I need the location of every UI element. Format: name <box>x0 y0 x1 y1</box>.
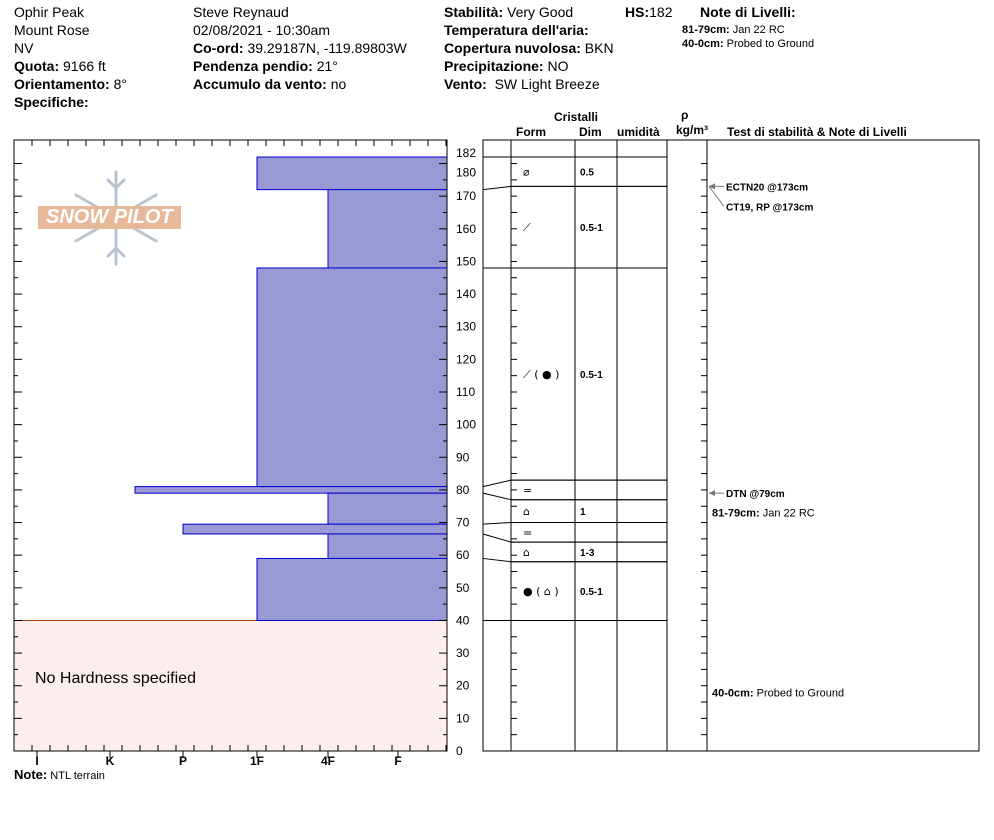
col-tests: Test di stabilità & Note di Livelli <box>727 125 907 139</box>
layer-note-entry: 40-0cm: Probed to Ground <box>712 687 844 699</box>
hardness-tick-label: 4F <box>321 754 335 768</box>
snow-height: HS:182 <box>625 4 673 20</box>
air-temp: Temperatura dell'aria: <box>444 22 589 38</box>
coordinates: Co-ord: 39.29187N, -119.89803W <box>193 40 407 56</box>
grain-size: 1-3 <box>580 548 595 559</box>
hardness-layer-bar <box>327 533 448 559</box>
layer-connector <box>482 522 512 525</box>
hardness-layer-bar <box>327 492 448 525</box>
grain-size: 0.5-1 <box>580 370 603 381</box>
wind: Vento: SW Light Breeze <box>444 76 600 92</box>
no-hardness-region <box>14 620 447 751</box>
elevation: Quota: 9166 ft <box>14 58 106 74</box>
grain-size: 0.5-1 <box>580 223 603 234</box>
grain-form: = <box>523 526 532 539</box>
cloud-cover: Copertura nuvolosa: BKN <box>444 40 614 56</box>
col-moisture: umidità <box>617 125 660 139</box>
layer-note: 40-0cm: Probed to Ground <box>682 38 815 50</box>
stability-test-label: CT19, RP @173cm <box>726 202 813 213</box>
hardness-layer-bar <box>182 523 448 535</box>
arrow-head-icon <box>709 183 715 190</box>
hardness-tick-label: K <box>106 754 115 768</box>
stability-test-label: ECTN20 @173cm <box>726 182 808 193</box>
hardness-layer-bar <box>256 156 448 191</box>
y-tick-label: 60 <box>456 548 470 562</box>
stability: Stabilità: Very Good <box>444 4 574 20</box>
y-tick-label: 170 <box>456 189 476 203</box>
y-tick-label: 70 <box>456 516 470 530</box>
grain-form: ⟋ <box>523 221 531 234</box>
y-tick-label: 0 <box>456 744 463 758</box>
col-density: kg/m³ <box>676 123 709 137</box>
slope: Pendenza pendio: 21° <box>193 58 338 74</box>
hardness-tick-label: I <box>35 754 38 768</box>
layer-notes-title: Note di Livelli: <box>700 4 796 20</box>
hardness-layer-bar <box>327 189 448 269</box>
layer-connector <box>482 479 512 488</box>
layer-connector <box>482 492 512 501</box>
y-tick-label: 100 <box>456 418 476 432</box>
snowpilot-logo: SNOW PILOT <box>38 206 181 229</box>
grain-size: 0.5-1 <box>580 587 603 598</box>
layer-note: 81-79cm: Jan 22 RC <box>682 24 785 36</box>
datetime: 02/08/2021 - 10:30am <box>193 22 330 38</box>
grain-form: ⌀ <box>523 166 530 179</box>
hardness-tick-label: 1F <box>250 754 264 768</box>
grain-form: ⌂ <box>523 505 530 518</box>
precipitation: Precipitazione: NO <box>444 58 569 74</box>
state: NV <box>14 40 34 56</box>
test-arrow <box>708 186 725 207</box>
col-dim: Dim <box>579 125 602 139</box>
y-tick-label: 182 <box>456 146 476 160</box>
y-tick-label: 120 <box>456 352 476 366</box>
observer: Steve Reynaud <box>193 4 289 20</box>
grain-size: 1 <box>580 507 586 518</box>
col-rho: ρ <box>681 108 689 122</box>
y-tick-label: 160 <box>456 222 476 236</box>
table-frame <box>482 139 980 752</box>
hardness-layer-bar <box>256 557 448 621</box>
col-crystals: Cristalli <box>554 110 599 124</box>
col-form: Form <box>516 125 546 139</box>
grain-size: 0.5 <box>580 168 594 179</box>
y-tick-label: 50 <box>456 581 470 595</box>
y-tick-label: 10 <box>456 711 470 725</box>
grain-form: = <box>523 484 532 497</box>
hardness-layer-bar <box>256 267 448 488</box>
y-tick-label: 30 <box>456 646 470 660</box>
y-tick-label: 40 <box>456 613 470 627</box>
location: Ophir Peak <box>14 4 85 20</box>
y-tick-label: 130 <box>456 320 476 334</box>
y-tick-label: 20 <box>456 679 470 693</box>
grain-form: ⌂ <box>523 546 530 559</box>
y-tick-label: 110 <box>456 385 475 399</box>
aspect: Orientamento: 8° <box>14 76 127 92</box>
layer-connector <box>482 557 512 563</box>
layer-connector <box>482 185 512 191</box>
grain-form: ● ( ⌂ ) <box>523 585 559 598</box>
specifics-label: Specifiche: <box>14 94 89 110</box>
stability-test-label: DTN @79cm <box>726 489 785 500</box>
hardness-tick-label: P <box>179 754 187 768</box>
arrow-head-icon <box>709 490 715 497</box>
layer-note-entry: 81-79cm: Jan 22 RC <box>712 508 815 520</box>
y-tick-label: 90 <box>456 450 470 464</box>
footer-note: Note: NTL terrain <box>14 767 105 782</box>
wind-loading: Accumulo da vento: no <box>193 76 347 92</box>
hardness-tick-label: F <box>394 754 401 768</box>
hardness-layer-bar <box>134 486 448 494</box>
layer-connector <box>482 533 512 543</box>
y-tick-label: 80 <box>456 483 470 497</box>
y-tick-label: 150 <box>456 254 476 268</box>
grain-form: ⟋ ( ● ) <box>523 368 559 381</box>
y-tick-label: 140 <box>456 287 476 301</box>
y-tick-label: 180 <box>456 166 476 180</box>
range: Mount Rose <box>14 22 90 38</box>
no-hardness-label: No Hardness specified <box>35 670 196 687</box>
